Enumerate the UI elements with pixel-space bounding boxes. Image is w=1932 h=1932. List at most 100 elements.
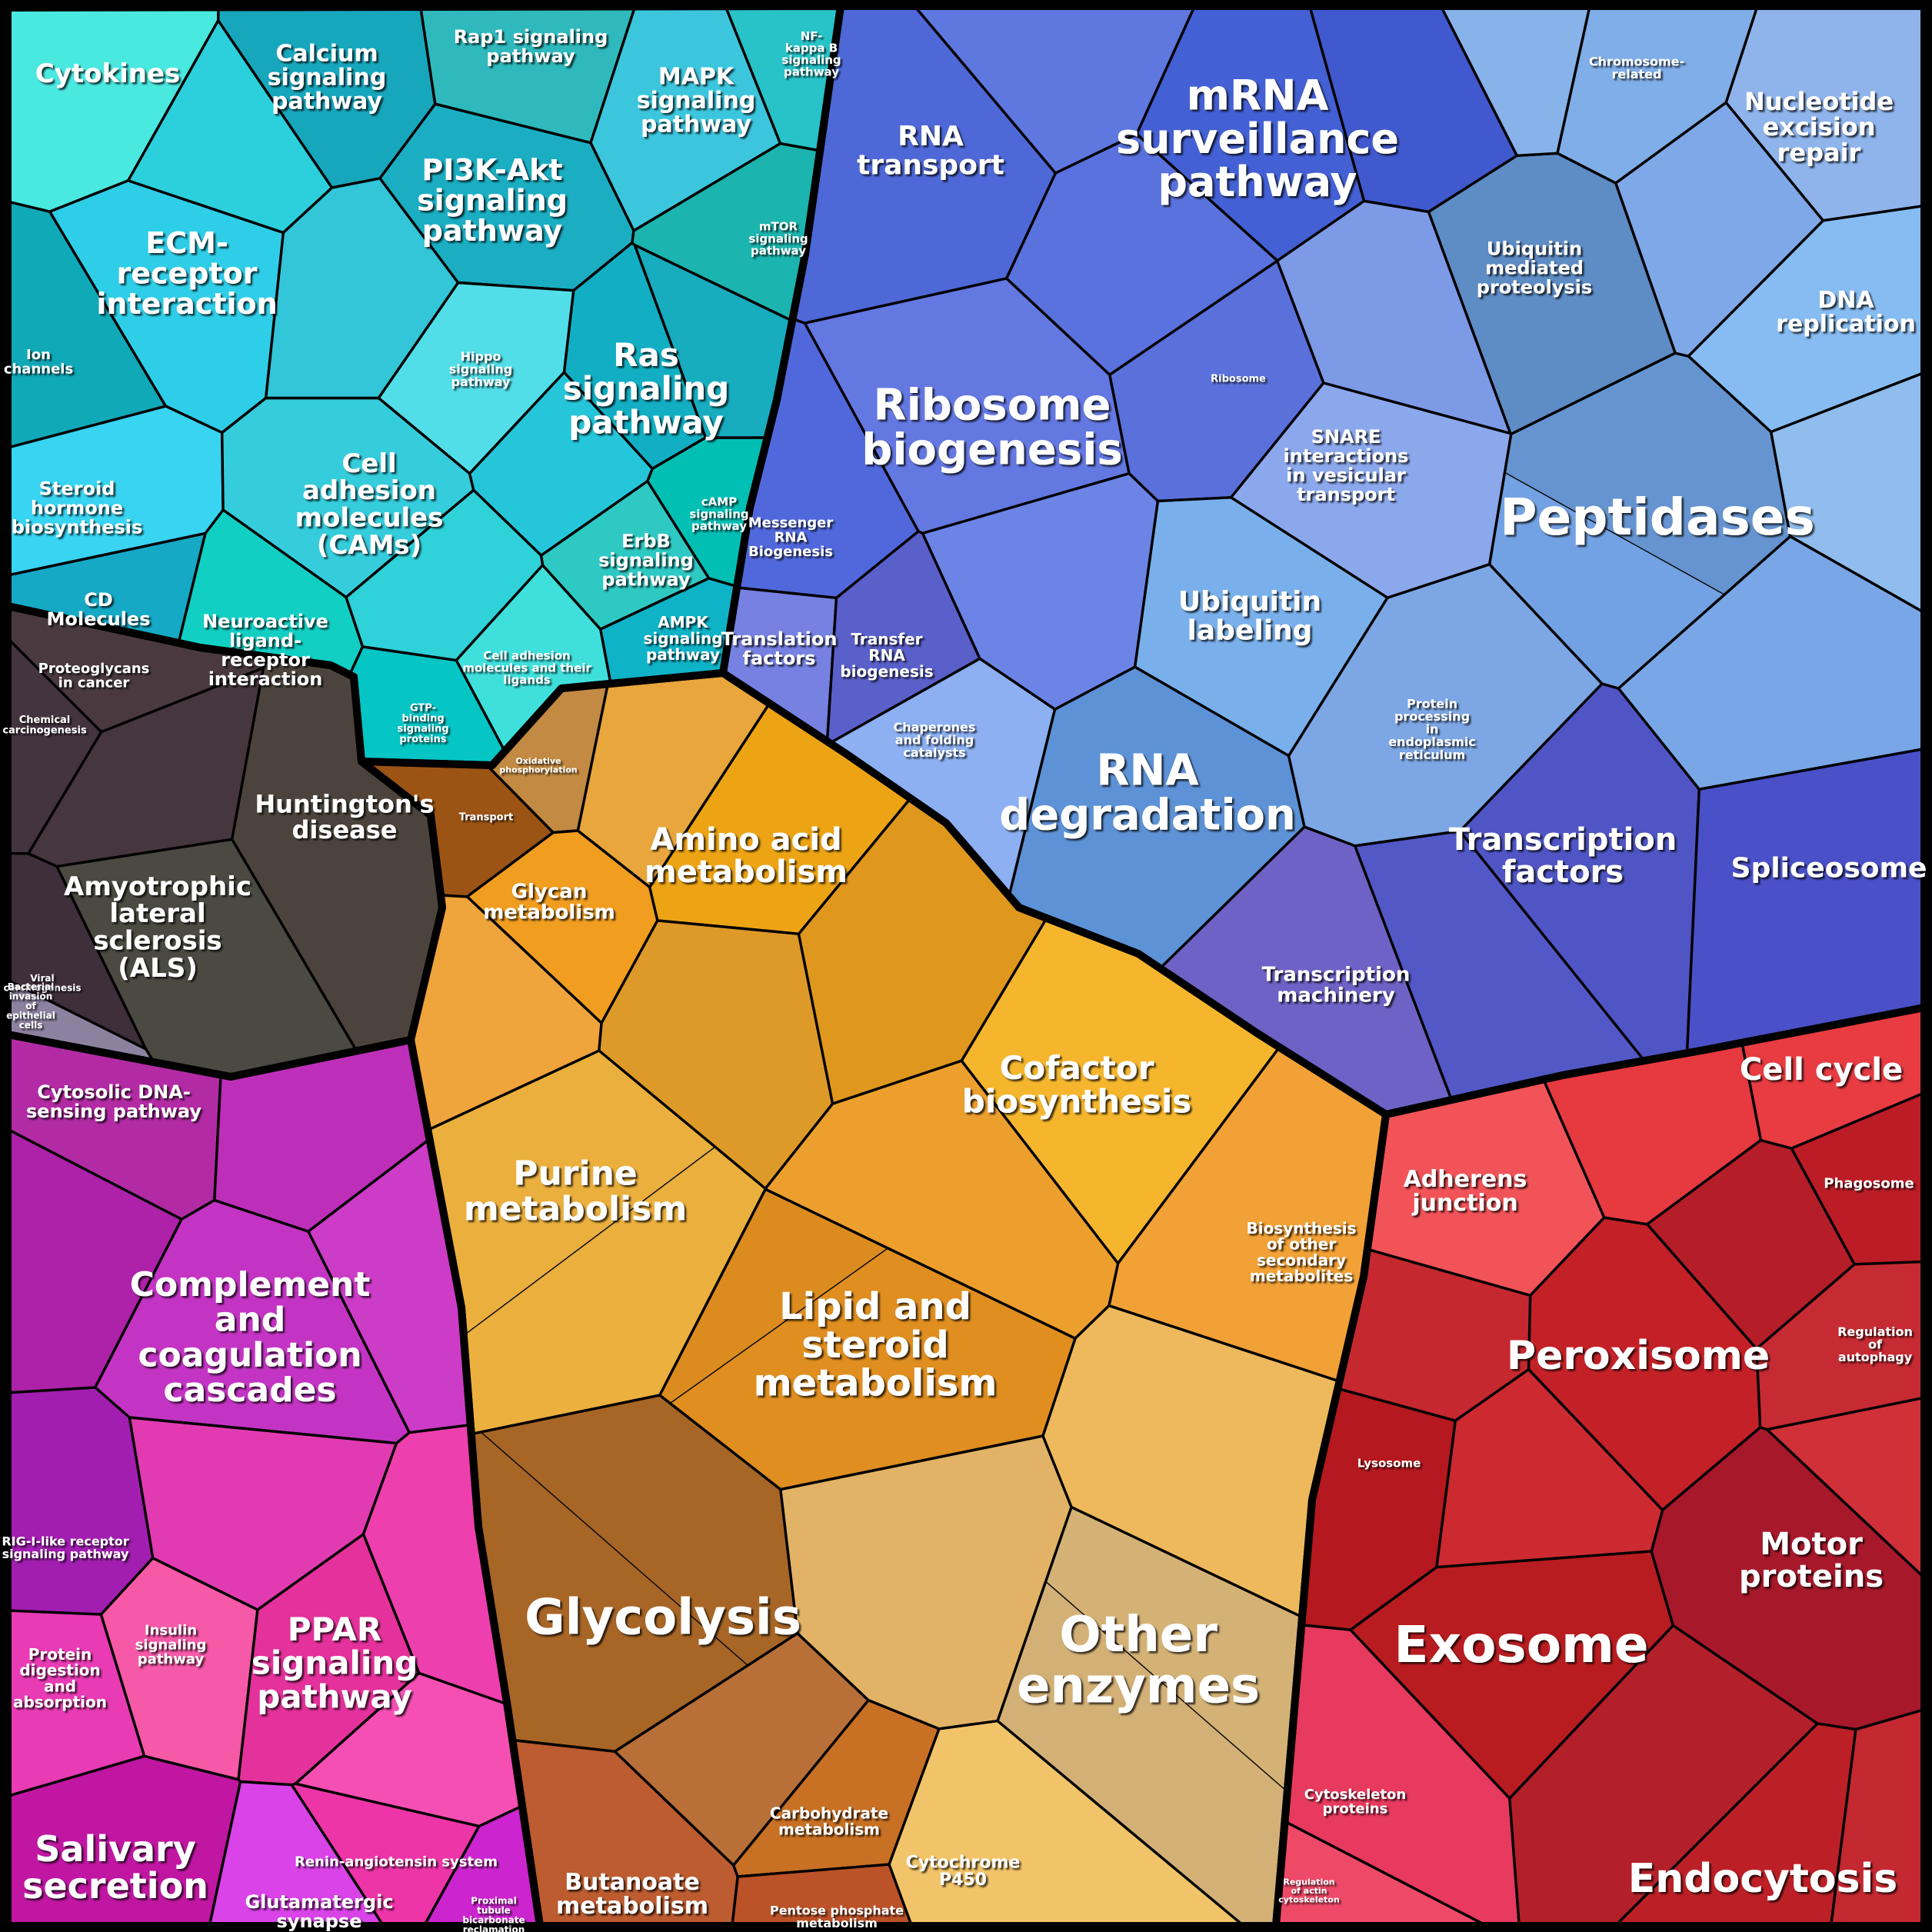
cell-label-ribosome: Ribosome [1211,374,1266,385]
cell-label-salivary: Salivary secretion [22,1828,208,1907]
cell-label-proteindig: Protein digestion and absorption [13,1645,107,1711]
cell-label-erbb: ErbB signaling pathway [598,530,694,590]
cell-label-ppar: PPAR signaling pathway [251,1611,418,1715]
cell-label-ion: Ion channels [4,347,73,378]
cell-b4-fill [1441,6,1590,156]
cell-t2 [265,177,460,400]
cell-dnarep-fill [1688,205,1924,432]
cell-label-peroxisome: Peroxisome [1507,1333,1770,1379]
cell-o8 [779,1434,1073,1730]
cell-label-camp: cAMP signaling pathway [689,495,748,533]
cell-b8 [921,471,1160,711]
cell-tfactors-fill [1460,684,1700,1061]
cell-label-hippo: Hippo signaling pathway [449,349,512,389]
cell-gtp-fill [349,646,505,765]
cell-label-lysosome: Lysosome [1357,1456,1421,1470]
cell-label-regautophagy: Regulation of autophagy [1837,1324,1913,1364]
cell-label-cams: Cell adhesion molecules (CAMs) [295,448,444,561]
cell-calcium-fill [218,7,435,188]
cell-label-gtp: GTP-binding signaling proteins [398,702,449,745]
cell-label-cellcycle: Cell cycle [1740,1052,1903,1088]
cell-label-ribosomebio: Ribosome biogenesis [861,380,1123,475]
cell-r7-fill [1830,1709,1924,1926]
cell-chromosome-fill [1557,6,1757,184]
cell-o6-fill [1043,1305,1340,1617]
cell-d1-fill [28,668,264,867]
cell-proteoglycans-fill [8,606,270,732]
cell-label-proximal: Proximal tubule bicarbonate reclamation [462,1895,525,1932]
cell-cofactor-fill [961,918,1280,1264]
cell-ampk-fill [600,578,738,684]
cell-label-mrnasurv: mRNA surveillance pathway [1116,72,1399,206]
cell-b5-fill [1615,102,1824,357]
cell-label-rnadeg: RNA degradation [999,745,1296,840]
cell-glycan-fill [467,831,658,1024]
cell-cams-fill [222,398,474,598]
cell-rigi-fill [8,1387,153,1615]
cell-label-huntington: Huntington's disease [255,790,434,844]
cell-m1-fill [8,1129,182,1393]
cell-b7 [1276,199,1512,435]
cell-label-bacterial: Bacterial invasion of epithelial cells [6,981,55,1031]
cell-ner-fill [1726,6,1924,221]
cell-label-butanoate: Butanoate metabolism [556,1869,708,1920]
cell-bacterial-fill [8,980,155,1063]
cell-camlig-fill [456,565,611,751]
cell-b5 [1614,101,1825,358]
cell-mrnasurv-fill [1136,6,1364,261]
cell-label-chromosome: Chromosome-related [1589,54,1684,82]
cell-steroid-fill [8,406,224,576]
cell-butanoate-fill [512,1740,738,1926]
cell-m5-fill [295,1673,522,1827]
cell-label-ppser: Protein processing in endoplasmic reticulum [1388,696,1476,762]
cell-label-oxphos: Oxidative phosphorylation [499,756,577,774]
cell-biosynother-fill [1108,1047,1386,1382]
cell-label-tmachinery: Transcription machinery [1262,964,1411,1008]
cell-r4 [1435,1367,1664,1569]
cell-regautophagy-fill [1756,1261,1924,1430]
cell-mapk-fill [591,6,781,232]
cell-label-cytosolicdna: Cytosolic DNA-sensing pathway [26,1081,202,1122]
cell-viralcarc-fill [8,853,146,1050]
cell-lysosome-fill [1301,1388,1456,1631]
cell-label-glycan: Glycan metabolism [483,881,615,924]
cell-t4-fill [635,245,792,438]
cell-label-endocytosis: Endocytosis [1628,1856,1898,1902]
cell-ribosome-fill [1109,261,1324,501]
cell-trna-fill [827,531,980,744]
cell-t2-fill [265,178,458,398]
cell-pentose-fill [732,1864,912,1926]
cell-label-glutamatergic: Glutamatergic synapse [245,1891,393,1932]
cell-label-ner: Nucleotide excision repair [1744,87,1894,168]
cell-label-pentose: Pentose phosphate metabolism [770,1903,904,1930]
cell-carbmet-fill [733,1700,939,1877]
cell-rap1-fill [420,6,635,143]
cell-label-purine: Purine metabolism [464,1154,687,1229]
cell-cytokines-fill [8,7,218,212]
cell-motor-fill [1651,1427,1924,1730]
cell-snare-fill [1231,382,1511,598]
cell-label-ubiqlabel: Ubiquitin labeling [1178,586,1321,646]
cell-label-als: Amyotrophic lateral sclerosis (ALS) [64,871,251,984]
cell-pi3k-fill [379,104,634,291]
cell-ump-fill [1428,153,1676,435]
cell-b2-fill [1006,134,1277,375]
cell-glutamatergic-fill [209,1781,384,1926]
cell-label-spliceosome: Spliceosome [1731,853,1927,884]
cell-chemcarc-fill [8,638,102,854]
cell-transfactors-fill [723,588,837,741]
cell-label-cytoskel: Cytoskeleton proteins [1304,1787,1407,1817]
cell-rnatransport-fill [792,6,1056,324]
cell-o7-fill [615,1633,869,1866]
cell-endocytosis-fill [1615,1724,1856,1926]
cell-label-phagosome: Phagosome [1824,1175,1914,1191]
cell-salivary-fill [8,1756,241,1926]
cell-o8-fill [780,1436,1071,1729]
cell-label-dnarep: DNA replication [1776,287,1916,338]
cell-adherens-fill [1367,1079,1604,1296]
cell-proximal-fill [424,1806,540,1926]
cell-label-adherens: Adherens junction [1404,1166,1527,1217]
